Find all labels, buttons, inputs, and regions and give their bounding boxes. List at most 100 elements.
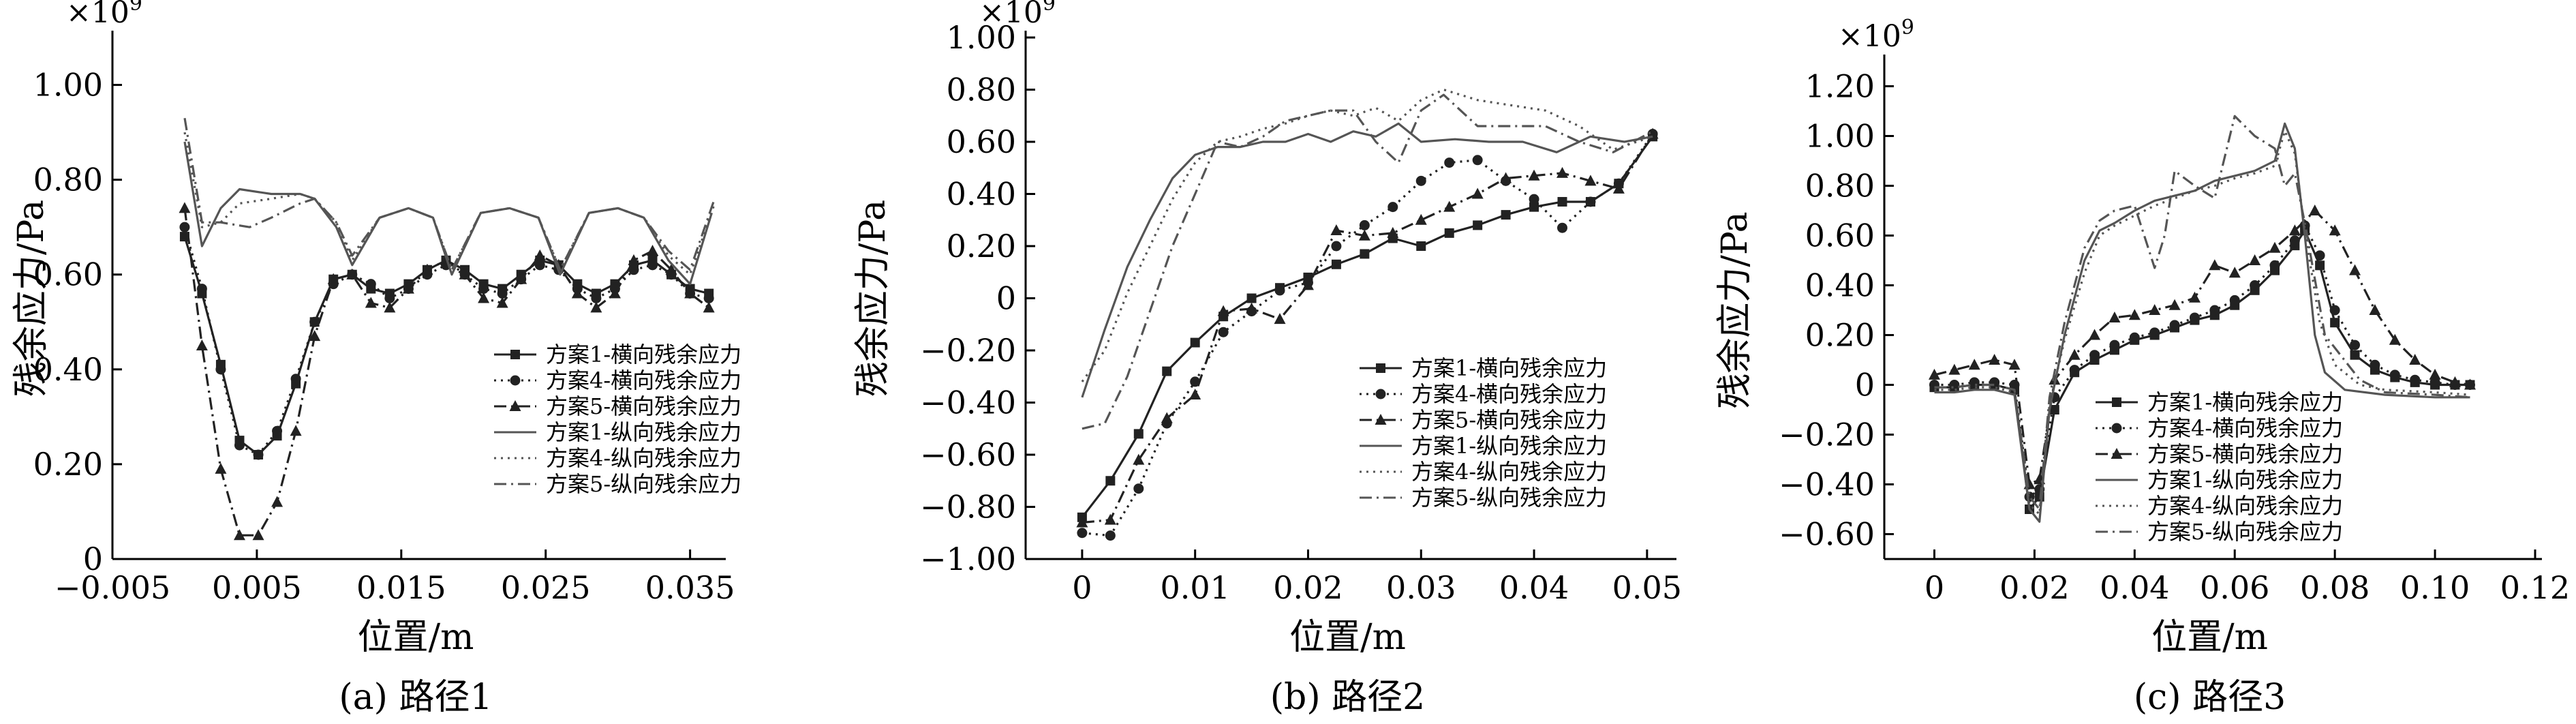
series-3 bbox=[1928, 205, 2476, 489]
y-tick-label: 1.00 bbox=[33, 67, 103, 104]
marker-triangle bbox=[233, 529, 245, 541]
y-axis-label: 残余应力/Pa bbox=[1715, 211, 1755, 408]
legend-label: 方案1-横向残余应力 bbox=[1411, 355, 1607, 381]
marker-triangle bbox=[271, 496, 283, 507]
marker-triangle bbox=[1375, 414, 1387, 425]
y-tick-label: 0.40 bbox=[1805, 267, 1875, 304]
x-tick-label: 0.03 bbox=[1386, 569, 1456, 606]
marker-circle bbox=[2109, 340, 2120, 350]
marker-triangle bbox=[2109, 311, 2121, 322]
marker-square bbox=[1473, 220, 1483, 230]
marker-circle bbox=[1557, 222, 1567, 233]
series-line bbox=[1934, 122, 2470, 523]
y-tick-label: −1.00 bbox=[920, 541, 1016, 577]
marker-circle bbox=[234, 440, 245, 451]
y-tick-label: 1.00 bbox=[947, 19, 1016, 56]
marker-circle bbox=[1472, 155, 1483, 166]
marker-triangle bbox=[1302, 279, 1314, 290]
marker-circle bbox=[2209, 305, 2220, 316]
legend-label: 方案1-纵向残余应力 bbox=[2147, 467, 2343, 493]
marker-circle bbox=[1133, 483, 1144, 494]
y-tick-label: 0 bbox=[996, 280, 1016, 317]
marker-triangle bbox=[1387, 226, 1399, 238]
marker-square bbox=[1416, 241, 1426, 251]
y-tick-label: 0.60 bbox=[1805, 217, 1875, 254]
y-tick-label: 1.00 bbox=[1805, 118, 1875, 155]
y-tick-label: −0.40 bbox=[1779, 466, 1875, 503]
marker-circle bbox=[272, 425, 283, 436]
marker-triangle bbox=[2168, 299, 2181, 310]
marker-circle bbox=[290, 374, 301, 384]
legend-label: 方案5-纵向残余应力 bbox=[2147, 519, 2343, 545]
marker-triangle bbox=[1274, 313, 1286, 325]
series-4 bbox=[1081, 122, 1653, 398]
marker-triangle bbox=[1217, 305, 1229, 316]
marker-triangle bbox=[1471, 187, 1484, 199]
marker-square bbox=[1376, 363, 1385, 373]
marker-triangle bbox=[1584, 175, 1597, 186]
marker-triangle bbox=[2008, 359, 2021, 370]
marker-triangle bbox=[384, 301, 396, 313]
axis-exponent: ×109 bbox=[979, 0, 1056, 30]
marker-circle bbox=[2069, 365, 2080, 376]
legend: 方案1-横向残余应力方案4-横向残余应力方案5-横向残余应力方案1-纵向残余应力… bbox=[494, 342, 741, 497]
marker-triangle bbox=[1104, 513, 1116, 525]
marker-circle bbox=[1359, 220, 1370, 230]
series-line bbox=[1082, 93, 1653, 430]
subfigure-caption: (b) 路径2 bbox=[1270, 677, 1425, 718]
marker-triangle bbox=[2269, 241, 2281, 253]
marker-circle bbox=[196, 284, 207, 295]
y-axis-label: 残余应力/Pa bbox=[853, 200, 893, 397]
legend-label: 方案4-横向残余应力 bbox=[546, 367, 741, 393]
marker-triangle bbox=[496, 297, 508, 308]
marker-circle bbox=[179, 222, 190, 232]
marker-circle bbox=[647, 260, 658, 271]
legend-label: 方案4-横向残余应力 bbox=[2147, 415, 2343, 441]
marker-circle bbox=[253, 449, 264, 460]
marker-circle bbox=[497, 288, 508, 299]
marker-square bbox=[1246, 293, 1257, 303]
marker-circle bbox=[2129, 332, 2140, 343]
marker-circle bbox=[1218, 327, 1229, 337]
marker-circle bbox=[2314, 250, 2325, 261]
marker-triangle bbox=[1443, 200, 1456, 212]
marker-triangle bbox=[2449, 376, 2461, 387]
x-tick-label: 0.015 bbox=[356, 569, 446, 606]
x-tick-label: 0.005 bbox=[212, 569, 302, 606]
marker-triangle bbox=[1928, 368, 1940, 380]
axis-exponent: ×109 bbox=[1838, 16, 1914, 54]
series-line bbox=[183, 132, 716, 276]
marker-triangle bbox=[1189, 389, 1201, 400]
marker-triangle bbox=[515, 273, 527, 284]
marker-square bbox=[1162, 366, 1172, 376]
marker-triangle bbox=[1246, 302, 1258, 314]
y-tick-label: 0.80 bbox=[1805, 168, 1875, 205]
legend: 方案1-横向残余应力方案4-横向残余应力方案5-横向残余应力方案1-纵向残余应力… bbox=[1360, 355, 1607, 511]
marker-circle bbox=[1274, 285, 1285, 296]
series-line bbox=[1934, 115, 2470, 511]
marker-circle bbox=[384, 293, 395, 303]
y-tick-label: 0.80 bbox=[33, 162, 103, 198]
legend-label: 方案5-横向残余应力 bbox=[546, 393, 741, 419]
legend-label: 方案5-横向残余应力 bbox=[1411, 407, 1607, 433]
x-tick-label: 0 bbox=[1072, 569, 1092, 606]
marker-circle bbox=[2169, 320, 2180, 331]
marker-triangle bbox=[2349, 264, 2361, 275]
marker-circle bbox=[2250, 280, 2260, 290]
marker-triangle bbox=[534, 249, 546, 260]
marker-triangle bbox=[196, 340, 208, 351]
x-axis-label: 位置/m bbox=[1289, 617, 1406, 658]
marker-square bbox=[1360, 249, 1370, 259]
marker-circle bbox=[2089, 350, 2100, 361]
legend-label: 方案4-纵向残余应力 bbox=[546, 445, 741, 471]
marker-triangle bbox=[509, 400, 521, 411]
marker-square bbox=[1331, 259, 1341, 269]
y-tick-label: 0.40 bbox=[33, 351, 103, 388]
x-tick-label: 0.10 bbox=[2400, 569, 2470, 606]
marker-triangle bbox=[2188, 291, 2201, 303]
x-tick-label: 0.01 bbox=[1160, 569, 1229, 606]
marker-circle bbox=[478, 284, 489, 295]
y-tick-label: −0.60 bbox=[1779, 516, 1875, 553]
marker-triangle bbox=[1528, 169, 1540, 181]
